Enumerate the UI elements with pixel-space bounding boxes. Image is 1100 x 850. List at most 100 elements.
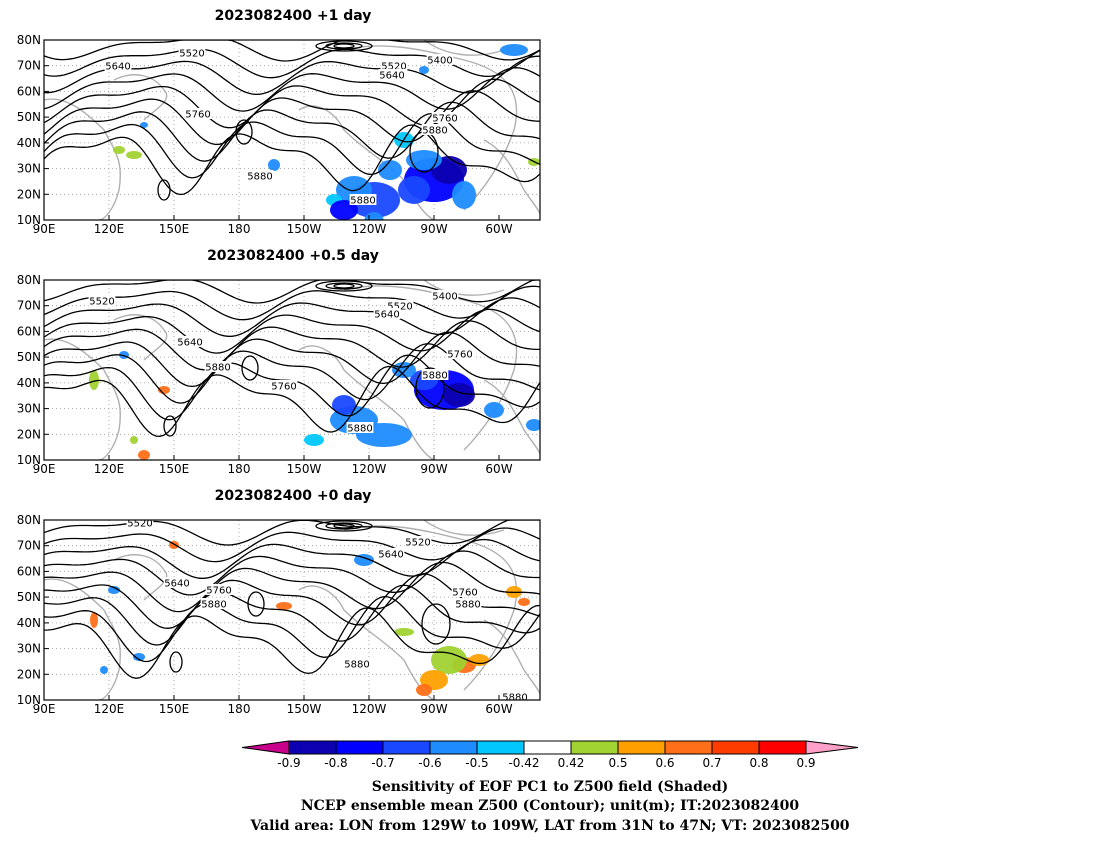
lat-tick-label: 50N — [17, 590, 41, 604]
sensitivity-patch — [416, 684, 432, 696]
lon-tick-label: 60W — [485, 462, 512, 476]
contour-line — [44, 90, 540, 146]
contour-closed — [247, 591, 265, 617]
contour-label-bg — [421, 369, 449, 380]
lon-tick-label: 150E — [159, 462, 190, 476]
contour-closed — [163, 415, 177, 437]
contour-closed — [315, 40, 373, 52]
sensitivity-patch — [406, 150, 442, 170]
contour-label: 5880 — [347, 424, 372, 435]
contour-label: 5880 — [205, 363, 230, 374]
contour-label-bg — [126, 520, 154, 528]
colorbar-label: 0.8 — [749, 756, 768, 770]
contour-closed — [315, 520, 373, 532]
sensitivity-patch — [564, 156, 584, 184]
colorbar-high-arrow — [805, 740, 859, 755]
contour-label: 5880 — [247, 172, 272, 183]
contour-line — [44, 297, 540, 337]
contour-label: 5640 — [177, 338, 202, 349]
lat-tick-label: 60N — [17, 564, 41, 578]
sensitivity-patch — [100, 666, 108, 674]
contour-label-bg — [349, 194, 377, 205]
sensitivity-patch — [140, 122, 148, 128]
lon-tick-label: 150E — [159, 702, 190, 716]
lon-tick-label: 150E — [159, 222, 190, 236]
contour-label: 5640 — [379, 71, 404, 82]
contour-label-bg — [426, 54, 454, 65]
contour-label-bg — [404, 536, 432, 547]
colorbar-label: 0.42 — [558, 756, 585, 770]
sensitivity-patch — [398, 176, 430, 204]
lon-tick-label: 120E — [94, 462, 125, 476]
panel-frame — [43, 519, 541, 701]
lat-tick-label: 30N — [17, 162, 41, 176]
lon-tick-label: 60W — [485, 222, 512, 236]
sensitivity-patch — [304, 434, 324, 446]
lat-tick-label: 40N — [17, 136, 41, 150]
lat-tick-label: 80N — [17, 33, 41, 47]
contour-label-bg — [184, 108, 212, 119]
contour-label-bg — [446, 348, 474, 359]
panel-frame — [43, 279, 541, 461]
colorbar-label: 0.7 — [702, 756, 721, 770]
gridlines — [44, 520, 540, 700]
colorbar-label: 0.5 — [608, 756, 627, 770]
contour-label-bg — [378, 69, 406, 80]
contour-label: 5400 — [432, 292, 457, 303]
coastline — [113, 314, 168, 361]
coastline — [44, 338, 121, 460]
colorbar-segment — [382, 740, 431, 755]
lat-tick-label: 70N — [17, 299, 41, 313]
sensitivity-shading — [90, 541, 540, 696]
contour-label: 5520 — [127, 519, 152, 530]
colorbar-segment — [711, 740, 760, 755]
contour-line — [44, 67, 540, 112]
coastline — [423, 40, 505, 56]
colorbar-label: -0.9 — [277, 756, 300, 770]
contour-closed — [325, 42, 363, 50]
colorbar-label: -0.6 — [418, 756, 441, 770]
contour-closed — [415, 367, 445, 409]
contour-label: 5880 — [455, 600, 480, 611]
lon-tick-label: 120E — [94, 702, 125, 716]
contour-closed — [421, 603, 451, 645]
contour-line — [44, 48, 540, 79]
coastline — [423, 280, 505, 296]
contour-label: 5520 — [405, 538, 430, 549]
contour-line — [44, 112, 540, 179]
coastline — [423, 520, 505, 536]
contour-label: 5880 — [350, 196, 375, 207]
lon-tick-label: 120W — [352, 222, 387, 236]
lat-tick-label: 10N — [17, 213, 41, 227]
contour-label-bg — [431, 290, 459, 301]
colorbar-segment — [758, 740, 807, 755]
lon-tick-label: 120E — [94, 222, 125, 236]
sensitivity-patch — [89, 370, 99, 390]
map-panel-1: 5520 552056405400564058805760576058805880… — [17, 273, 541, 476]
contour-label-bg — [88, 295, 116, 306]
gridlines — [44, 40, 540, 220]
caption-line-2: NCEP ensemble mean Z500 (Contour); unit(… — [301, 798, 800, 814]
panel-title: 2023082400 +1 day — [215, 8, 372, 24]
contour-label-bg — [373, 308, 401, 319]
contour-line — [44, 280, 540, 304]
contour-label: 5880 — [502, 693, 527, 704]
contour-line — [44, 595, 540, 663]
contour-closed — [333, 43, 355, 49]
sensitivity-patch — [431, 646, 467, 674]
axis-ticks — [43, 279, 500, 461]
caption-line-3: Valid area: LON from 129W to 109W, LAT f… — [249, 818, 849, 834]
contour-label-bg — [386, 300, 414, 311]
contour-line — [44, 343, 540, 404]
colorbar-label: 0.9 — [796, 756, 815, 770]
lat-tick-label: 60N — [17, 84, 41, 98]
sensitivity-patch — [332, 395, 356, 415]
lat-tick-label: 50N — [17, 110, 41, 124]
sensitivity-patch — [113, 146, 125, 154]
contour-line — [44, 320, 540, 371]
contour-label-bg — [200, 598, 228, 609]
contour-line — [44, 124, 540, 196]
contour-closed — [169, 651, 183, 673]
